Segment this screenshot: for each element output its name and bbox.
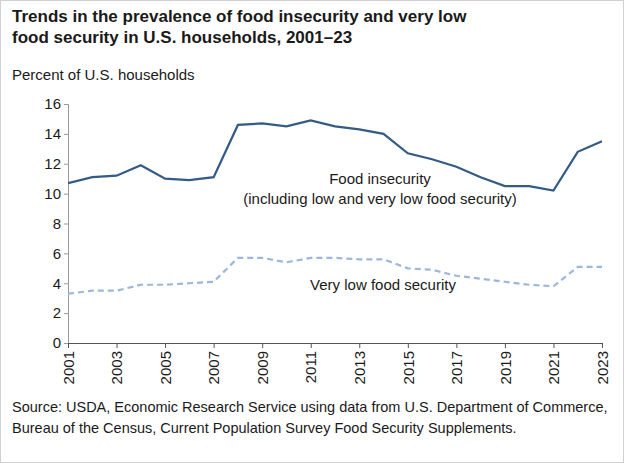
text-line: food security in U.S. households, 2001–2… <box>12 28 352 47</box>
x-tick-label: 2023 <box>594 351 611 384</box>
x-tick-label: 2017 <box>448 351 465 384</box>
chart: Trends in the prevalence of food insecur… <box>0 0 624 463</box>
text-line: Source: USDA, Economic Research Service … <box>12 399 608 415</box>
y-tick-label: 4 <box>53 275 61 292</box>
x-tick-label: 2007 <box>205 351 222 384</box>
y-tick: 14 <box>44 125 68 142</box>
y-tick: 2 <box>53 304 68 321</box>
x-tick-label: 2005 <box>157 351 174 384</box>
source: Source: USDA, Economic Research Service … <box>12 399 608 436</box>
y-tick-mark <box>64 224 68 225</box>
x-tick-mark <box>214 343 215 348</box>
y-tick: 10 <box>44 185 68 202</box>
x-tick: 2021 <box>545 343 562 384</box>
x-tick: 2007 <box>205 343 222 384</box>
y-tick: 0 <box>53 334 68 351</box>
x-tick: 2015 <box>400 343 417 384</box>
y-axis-line <box>64 105 69 344</box>
series-label: Very low food security <box>310 276 456 293</box>
y-tick-mark <box>64 253 68 254</box>
y-tick-label: 6 <box>53 245 61 262</box>
y-tick: 16 <box>44 95 68 112</box>
y-tick-mark <box>64 164 68 165</box>
text-line: Bureau of the Census, Current Population… <box>12 420 517 436</box>
y-tick-mark <box>64 104 68 105</box>
series-label-line: Very low food security <box>310 276 456 293</box>
frame <box>1 1 624 463</box>
text-line: Trends in the prevalence of food insecur… <box>12 7 467 26</box>
x-tick-label: 2015 <box>400 351 417 384</box>
x-tick-mark <box>311 343 312 348</box>
x-tick: 2003 <box>108 343 125 384</box>
x-tick-mark <box>117 343 118 348</box>
x-tick: 2011 <box>302 343 319 383</box>
y-tick: 4 <box>53 275 68 292</box>
lines <box>68 120 602 293</box>
y-axis-title: Percent of U.S. households <box>12 66 195 83</box>
x-tick: 2023 <box>594 343 611 384</box>
x-tick-label: 2021 <box>545 351 562 384</box>
series-label-line: Food insecurity <box>329 170 431 187</box>
y-tick-mark <box>64 283 68 284</box>
x-tick: 2009 <box>254 343 271 384</box>
y-tick-label: 0 <box>53 334 61 351</box>
x-tick: 2001 <box>60 343 77 384</box>
x-tick-mark <box>165 343 166 348</box>
title: Trends in the prevalence of food insecur… <box>12 7 467 47</box>
x-tick-mark <box>68 343 69 348</box>
series-line <box>68 120 602 190</box>
y-tick-mark <box>64 313 68 314</box>
x-tick-mark <box>262 343 263 348</box>
x-tick-label: 2001 <box>60 351 77 384</box>
x-tick-label: 2011 <box>302 351 319 383</box>
y-tick-mark <box>64 194 68 195</box>
y-tick-mark <box>64 134 68 135</box>
y-tick-label: 10 <box>44 185 61 202</box>
x-tick: 2017 <box>448 343 465 384</box>
series-line <box>68 258 602 294</box>
x-tick: 2005 <box>157 343 174 384</box>
x-tick-mark <box>602 343 603 348</box>
y-tick-label: 8 <box>53 215 61 232</box>
x-tick: 2019 <box>497 343 514 384</box>
x-tick-mark <box>456 343 457 348</box>
x-axis: 2001 2003 2005 2007 2009 2011 2013 2015 2017 2019… <box>60 343 611 384</box>
y-tick: 12 <box>44 155 68 172</box>
y-tick: 8 <box>53 215 68 232</box>
y-tick-label: 14 <box>44 125 61 142</box>
y-tick-label: 12 <box>44 155 61 172</box>
y-tick-label: 16 <box>44 95 61 112</box>
x-tick-label: 2003 <box>108 351 125 384</box>
series-label: Food insecurity (including low and very l… <box>243 170 516 207</box>
x-tick: 2013 <box>351 343 368 384</box>
x-tick-mark <box>408 343 409 348</box>
x-tick-label: 2013 <box>351 351 368 384</box>
series-label-line: (including low and very low food securit… <box>243 190 516 207</box>
x-tick-mark <box>505 343 506 348</box>
y-tick: 6 <box>53 245 68 262</box>
x-tick-label: 2019 <box>497 351 514 384</box>
x-tick-label: 2009 <box>254 351 271 384</box>
y-tick-mark <box>64 343 68 344</box>
x-tick-mark <box>359 343 360 348</box>
y-tick-label: 2 <box>53 304 61 321</box>
x-axis-line <box>69 344 603 349</box>
x-tick-mark <box>553 343 554 348</box>
y-axis: 0 2 4 6 8 10 12 14 16 <box>44 95 68 351</box>
